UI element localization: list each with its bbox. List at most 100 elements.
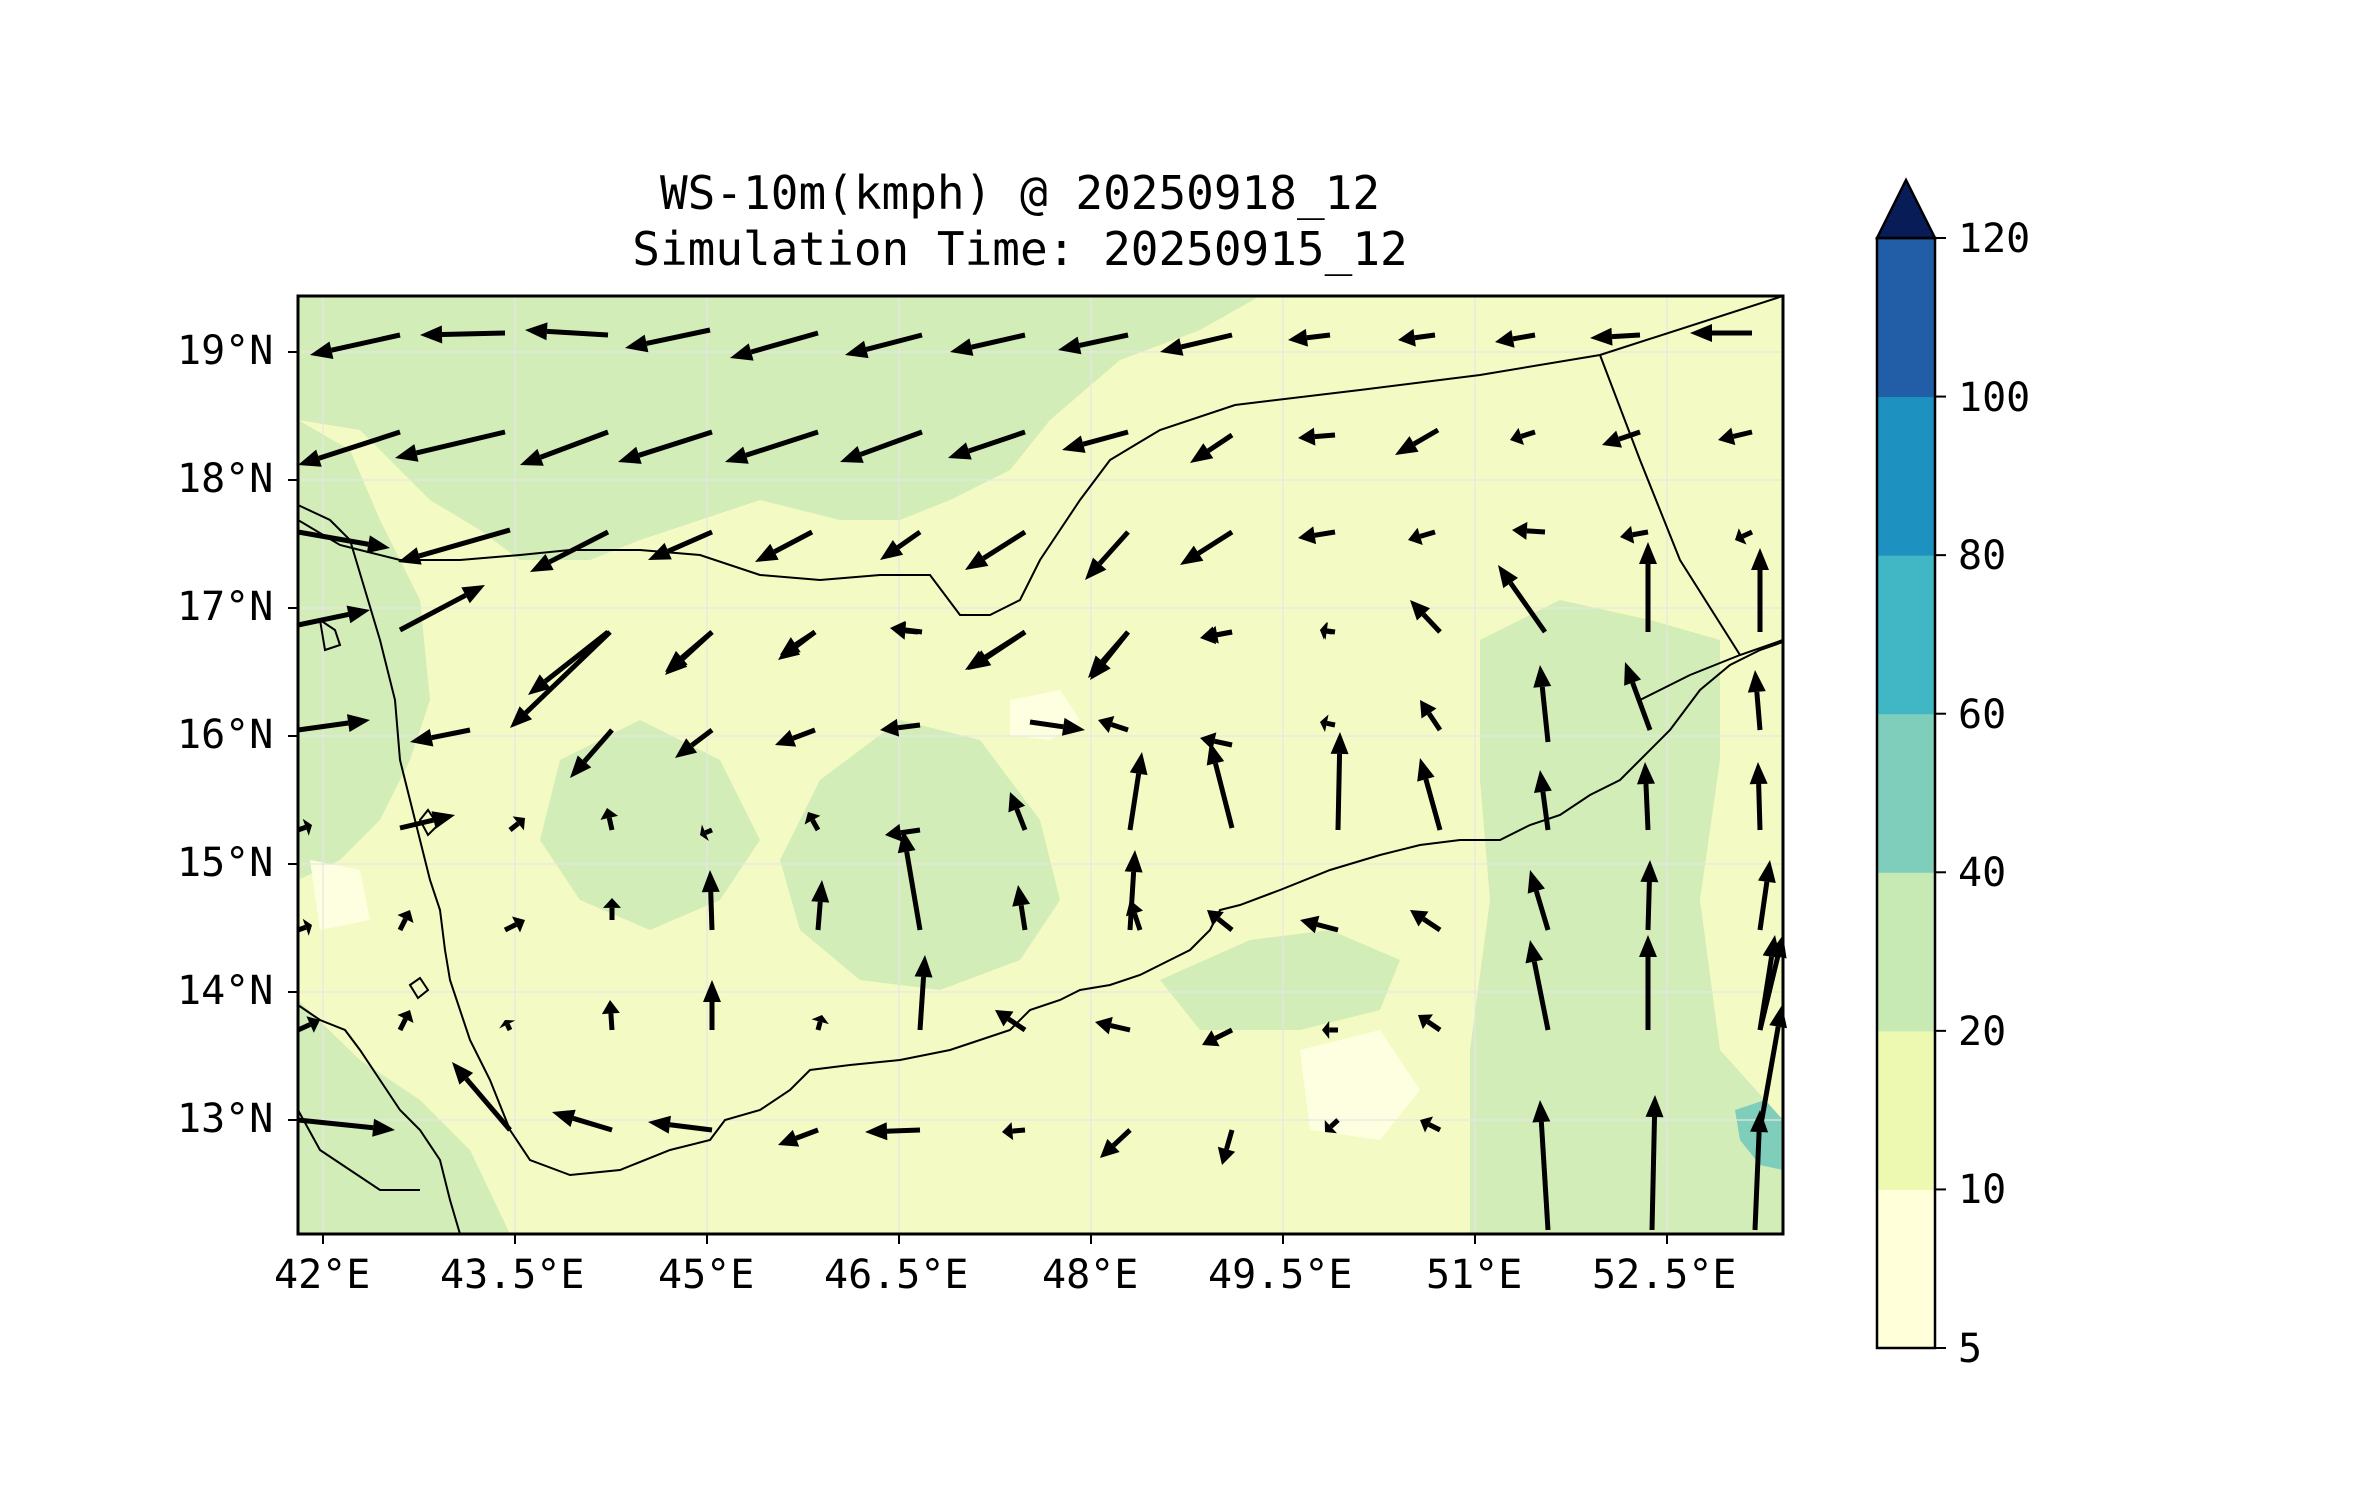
wind-arrow-head [552,1109,576,1127]
wind-arrow-shaft [704,827,713,836]
wind-arrow-shaft [1101,630,1130,665]
wind-arrow-shaft [1111,1128,1132,1148]
wind-arrow-shaft [750,330,819,355]
colorbar-label: 10 [1958,1167,2007,1213]
border-saudi-yemen [298,296,1783,616]
wind-arrow-shaft [904,627,923,635]
wind-arrow-head [1495,329,1515,348]
wind-arrow-head [618,446,642,464]
x-tick-label: 52.5°E [1592,1252,1737,1298]
wind-arrow-shaft [539,429,609,460]
wind-arrow-head [510,706,533,728]
wind-arrow-shaft [1508,581,1548,634]
wind-arrow-shaft [296,1022,312,1033]
wind-arrow-head [1002,1122,1014,1141]
wind-arrow-head [1324,1119,1337,1134]
wind-arrow-head [804,812,821,825]
wind-arrow-head [1751,548,1769,570]
wind-arrow-shaft [1213,629,1233,638]
wind-arrow-shaft [1732,429,1753,439]
wind-arrow-shaft [582,728,614,764]
wind-arrow-head [302,918,312,936]
wind-arrow-shaft [1314,529,1336,538]
wind-arrow-shaft [917,976,927,1031]
wind-arrow-shaft [1526,528,1546,535]
wind-arrow-head [1395,436,1419,455]
wind-arrow-shaft [431,727,471,741]
plot-title-line2: Simulation Time: 20250915_12 [632,222,1408,276]
wind-arrow-head [965,650,989,670]
wind-arrow-head [1418,1014,1433,1030]
contour-20-40-red-sea-south [298,1000,510,1234]
colorbar-ticks [1935,237,1946,1349]
wind-arrow-head [897,830,916,854]
wind-arrow-head [410,728,434,747]
colorbar-label: 20 [1958,1009,2007,1055]
wind-arrow-head [1200,626,1217,645]
wind-arrow-shaft [1197,529,1234,556]
wind-arrow-head [431,811,455,829]
wind-arrow-head [648,542,672,560]
wind-arrow-head [346,605,370,624]
wind-arrow-head [1125,900,1144,917]
wind-arrow-head [1602,430,1623,448]
wind-arrow-shaft [897,722,921,731]
wind-arrow-head [1288,328,1308,347]
wind-arrow-shaft [1132,912,1143,931]
wind-arrow-shaft [1414,332,1436,341]
wind-arrow-head [845,340,869,359]
colorbar-bin [1877,555,1935,715]
x-tick-label: 46.5°E [824,1252,969,1298]
wind-arrow-head [1320,714,1329,733]
contour-20-40-red-sea-north [298,296,1260,560]
wind-arrow-shaft [968,429,1026,454]
wind-arrow-shaft [1427,1122,1442,1133]
wind-arrow-shaft [1110,1023,1131,1033]
x-tick-label: 49.5°E [1208,1252,1353,1298]
wind-arrow-shaft [638,429,713,458]
wind-arrow-shaft [982,629,1027,661]
wind-arrow-head [725,446,749,464]
wind-arrow-head [511,916,525,933]
wind-arrow-head [1330,732,1349,755]
wind-arrow-shaft [1757,1026,1781,1131]
wind-arrow-head [1747,670,1766,693]
wind-arrow-head [1095,1016,1113,1035]
wind-arrow-shaft [773,529,814,554]
x-tick-label: 51°E [1426,1252,1523,1298]
wind-arrow-shaft [1512,332,1536,342]
x-axis-ticks [322,1234,1668,1244]
wind-arrow-head [512,816,525,831]
colorbar-label: 40 [1958,850,2007,896]
wind-arrow-head [603,898,621,908]
wind-arrow-shaft [982,529,1027,561]
wind-arrow-shaft [1752,1131,1762,1231]
colorbar-bin [1877,238,1935,398]
wind-arrow-shaft [896,529,922,550]
wind-arrow-shaft [398,593,467,633]
wind-arrow-shaft [1014,808,1028,831]
wind-arrow-head [525,322,548,341]
colorbar [1874,177,1946,1350]
wind-arrow-head [1533,770,1552,793]
plot-title-line1: WS-10m(kmph) @ 20250918_12 [659,166,1381,220]
wind-arrow-shaft [1314,432,1336,440]
wind-arrow-shaft [1426,1019,1442,1033]
wind-arrow-shaft [397,1017,408,1032]
colorbar-label: 5 [1958,1326,1983,1372]
colorbar-extend-triangle [1874,177,1938,240]
wind-arrow-head [397,910,414,924]
wind-arrow-shaft [397,917,408,932]
colorbar-label: 120 [1958,216,2031,262]
x-tick-label: 45°E [658,1252,755,1298]
wind-arrow-head [601,1000,620,1015]
wind-arrow-head [1398,328,1416,347]
colorbar-frame [1875,236,1937,1350]
wind-arrow-head [1408,527,1423,546]
wind-arrow-shaft [399,817,435,831]
wind-arrow-shaft [1213,762,1235,829]
wind-arrow-shaft [1012,1127,1026,1134]
wind-arrow-head [1420,700,1437,719]
x-tick-label: 43.5°E [440,1252,585,1298]
